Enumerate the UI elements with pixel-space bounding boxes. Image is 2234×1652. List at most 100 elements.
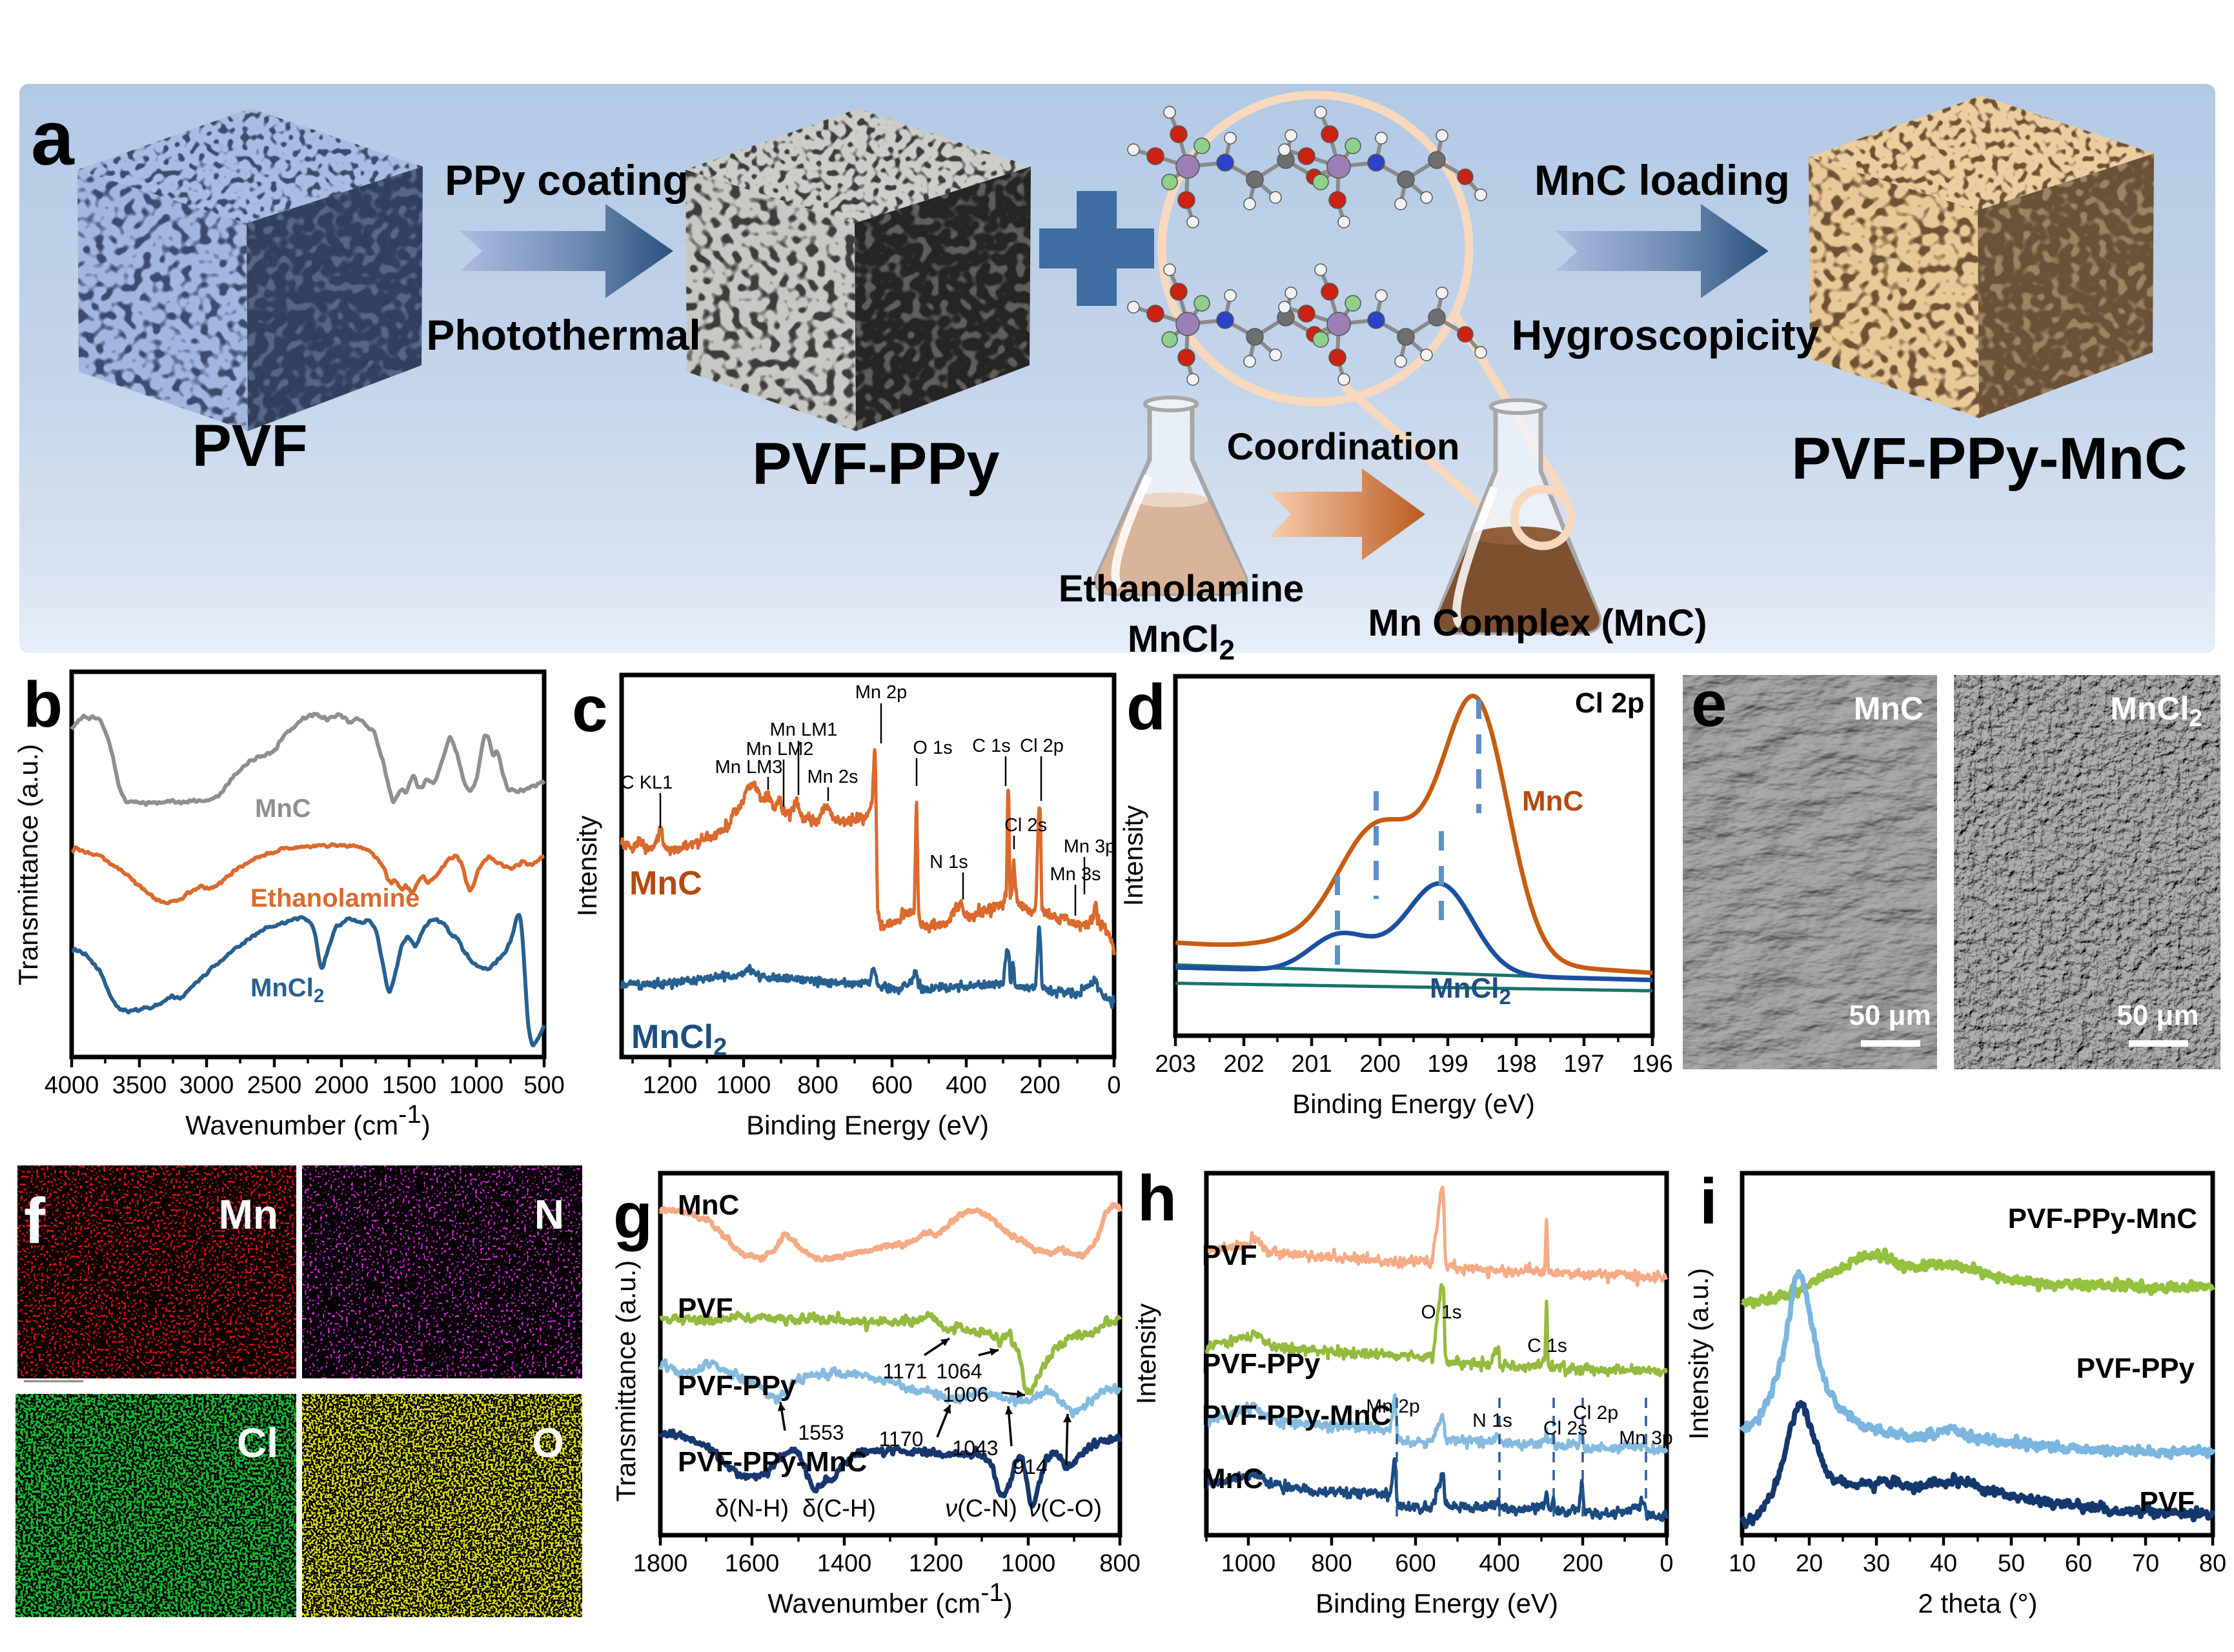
svg-text:Transmittance (a.u.): Transmittance (a.u.) <box>611 1260 641 1502</box>
svg-text:δ(N-H): δ(N-H) <box>715 1495 789 1522</box>
svg-text:PVF-PPy-MnC: PVF-PPy-MnC <box>2008 1203 2197 1234</box>
svg-text:3500: 3500 <box>112 1072 167 1099</box>
svg-text:Cl 2p: Cl 2p <box>1020 736 1064 756</box>
svg-text:Mn 3p: Mn 3p <box>1619 1427 1672 1449</box>
svg-text:PVF-PPy: PVF-PPy <box>678 1370 797 1402</box>
svg-text:MnC: MnC <box>678 1189 739 1221</box>
svg-text:N 1s: N 1s <box>1472 1410 1512 1431</box>
svg-text:40: 40 <box>1930 1550 1957 1577</box>
svg-text:202: 202 <box>1223 1051 1264 1078</box>
svg-text:MnCl2: MnCl2 <box>1128 618 1235 666</box>
svg-text:N: N <box>534 1191 564 1238</box>
svg-text:C KL1: C KL1 <box>621 772 673 793</box>
svg-text:PVF: PVF <box>192 413 308 479</box>
svg-text:Binding Energy (eV): Binding Energy (eV) <box>746 1110 989 1140</box>
svg-text:203: 203 <box>1155 1051 1195 1078</box>
svg-text:Binding Energy (eV): Binding Energy (eV) <box>1315 1588 1558 1618</box>
svg-text:Intensity: Intensity <box>1118 805 1148 906</box>
svg-text:60: 60 <box>2065 1550 2092 1577</box>
svg-text:Cl 2s: Cl 2s <box>1004 815 1047 836</box>
svg-text:N 1s: N 1s <box>929 852 968 872</box>
svg-text:4000: 4000 <box>45 1072 99 1099</box>
svg-text:1600: 1600 <box>725 1550 780 1577</box>
svg-text:Binding Energy (eV): Binding Energy (eV) <box>1292 1089 1535 1119</box>
svg-text:PVF-PPy-MnC: PVF-PPy-MnC <box>678 1446 867 1478</box>
svg-text:Mn Complex (MnC): Mn Complex (MnC) <box>1368 602 1707 644</box>
svg-text:0: 0 <box>1107 1072 1121 1099</box>
svg-text:3000: 3000 <box>179 1072 234 1099</box>
svg-text:1553: 1553 <box>798 1421 844 1444</box>
svg-text:Intensity: Intensity <box>1131 1304 1161 1404</box>
svg-text:e: e <box>1691 668 1727 740</box>
svg-text:MnC loading: MnC loading <box>1534 156 1790 204</box>
svg-text:PVF-PPy-MnC: PVF-PPy-MnC <box>1791 426 2187 492</box>
svg-text:197: 197 <box>1563 1051 1604 1078</box>
svg-text:800: 800 <box>1311 1550 1352 1577</box>
svg-text:200: 200 <box>1019 1072 1060 1099</box>
svg-text:Mn: Mn <box>219 1191 278 1238</box>
svg-text:2500: 2500 <box>247 1072 302 1099</box>
svg-text:MnCl2: MnCl2 <box>2110 690 2202 731</box>
svg-text:1800: 1800 <box>633 1550 688 1577</box>
svg-text:Intensity (a.u.): Intensity (a.u.) <box>1683 1268 1714 1440</box>
svg-text:MnC: MnC <box>1202 1463 1263 1495</box>
svg-text:Wavenumber (cm-1): Wavenumber (cm-1) <box>185 1100 430 1140</box>
svg-text:MnC: MnC <box>255 794 311 823</box>
svg-text:1043: 1043 <box>952 1436 998 1460</box>
svg-text:Mn 2p: Mn 2p <box>1366 1396 1419 1417</box>
svg-text:Cl 2s: Cl 2s <box>1543 1418 1587 1439</box>
svg-text:Mn 2s: Mn 2s <box>807 767 858 787</box>
svg-text:800: 800 <box>1099 1550 1140 1577</box>
svg-text:1006: 1006 <box>942 1383 988 1406</box>
svg-text:400: 400 <box>1479 1550 1519 1577</box>
svg-text:Wavenumber (cm-1): Wavenumber (cm-1) <box>767 1578 1012 1618</box>
svg-text:Hygroscopicity: Hygroscopicity <box>1512 311 1820 359</box>
svg-text:200: 200 <box>1562 1550 1603 1577</box>
svg-text:O 1s: O 1s <box>1421 1302 1461 1323</box>
svg-text:Mn LM1: Mn LM1 <box>770 720 838 740</box>
svg-text:MnCl2: MnCl2 <box>631 1018 727 1061</box>
svg-text:30: 30 <box>1863 1550 1890 1577</box>
svg-text:Cl: Cl <box>237 1420 278 1466</box>
svg-text:MnCl2: MnCl2 <box>250 974 324 1007</box>
svg-text:70: 70 <box>2132 1550 2159 1577</box>
svg-text:Ethanolamine: Ethanolamine <box>250 884 420 912</box>
svg-text:Mn LM2: Mn LM2 <box>746 739 814 760</box>
svg-text:1000: 1000 <box>449 1072 504 1099</box>
svg-text:PVF-PPy: PVF-PPy <box>752 431 999 497</box>
svg-text:196: 196 <box>1632 1051 1672 1078</box>
svg-text:80: 80 <box>2199 1550 2226 1577</box>
svg-text:δ(C-H): δ(C-H) <box>802 1495 876 1522</box>
svg-text:201: 201 <box>1291 1051 1332 1078</box>
svg-text:O: O <box>532 1420 564 1466</box>
svg-text:PVF: PVF <box>1202 1240 1257 1271</box>
svg-text:ν(C-O): ν(C-O) <box>1028 1495 1102 1522</box>
svg-text:1000: 1000 <box>1221 1550 1276 1577</box>
svg-text:50 μm: 50 μm <box>1849 1000 1931 1031</box>
svg-text:MnCl2: MnCl2 <box>1430 972 1511 1009</box>
svg-text:1500: 1500 <box>382 1072 437 1099</box>
svg-text:1200: 1200 <box>909 1550 964 1577</box>
svg-text:1200: 1200 <box>643 1072 698 1099</box>
svg-text:c: c <box>572 673 608 745</box>
svg-text:Photothermal: Photothermal <box>426 311 700 359</box>
svg-text:Mn LM3: Mn LM3 <box>715 757 783 778</box>
svg-text:MnC: MnC <box>629 865 702 902</box>
svg-text:Cl 2p: Cl 2p <box>1573 1402 1618 1424</box>
svg-text:PVF-PPy-MnC: PVF-PPy-MnC <box>1202 1400 1391 1431</box>
svg-text:1400: 1400 <box>817 1550 872 1577</box>
svg-text:d: d <box>1126 671 1166 743</box>
svg-text:Intensity: Intensity <box>572 816 602 916</box>
svg-text:20: 20 <box>1796 1550 1823 1577</box>
svg-text:1064: 1064 <box>936 1360 982 1383</box>
svg-text:1170: 1170 <box>879 1427 924 1451</box>
svg-text:f: f <box>24 1185 46 1257</box>
svg-text:Mn 3p: Mn 3p <box>1064 836 1116 857</box>
svg-text:50: 50 <box>1998 1550 2025 1577</box>
svg-text:Cl 2p: Cl 2p <box>1575 687 1645 719</box>
svg-text:C 1s: C 1s <box>1527 1335 1567 1356</box>
svg-text:198: 198 <box>1496 1051 1536 1078</box>
svg-text:Mn 3s: Mn 3s <box>1050 864 1101 885</box>
svg-text:C 1s: C 1s <box>972 736 1011 756</box>
svg-text:PVF-PPy: PVF-PPy <box>2077 1353 2195 1384</box>
